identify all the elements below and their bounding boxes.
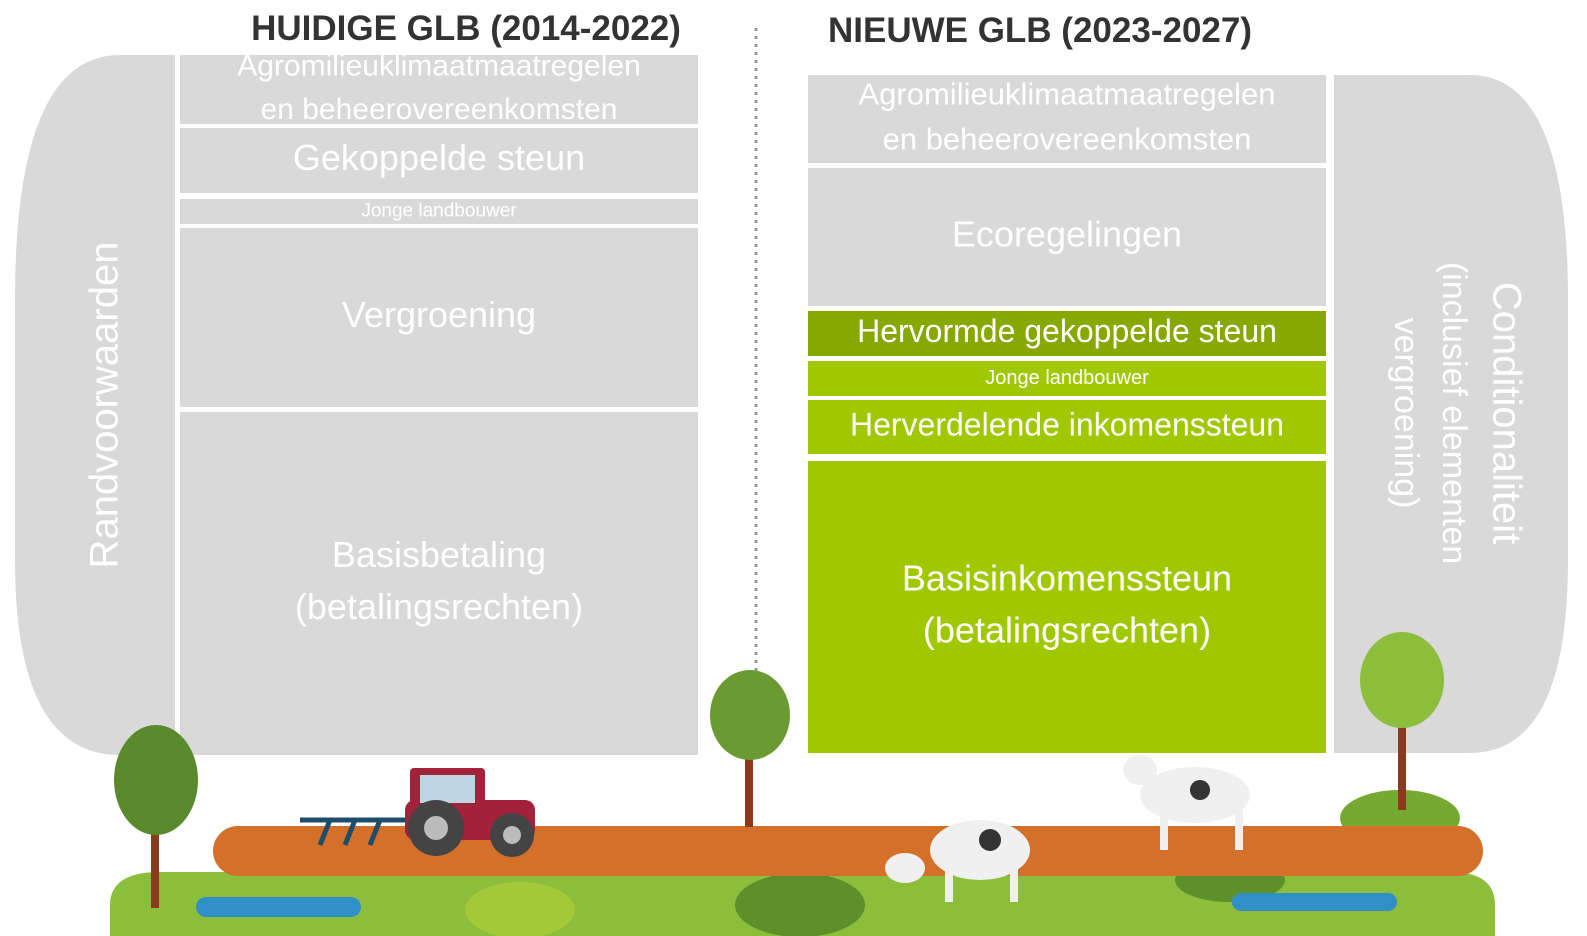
side-line: (inclusief elementen	[1435, 262, 1473, 564]
block-label: en beheerovereenkomsten	[261, 93, 618, 126]
block	[180, 412, 698, 755]
block-label: (betalingsrechten)	[923, 610, 1211, 651]
left-side-label: Randvoorwaarden	[83, 242, 127, 569]
side-line: Conditionaliteit	[1484, 282, 1528, 544]
diagram: HUIDIGE GLB (2014-2022) NIEUWE GLB (2023…	[0, 0, 1587, 936]
blocks: Agromilieuklimaatmaatregelen en beheerove…	[180, 50, 1326, 755]
side-line: vergroening)	[1387, 318, 1425, 509]
block-label: (betalingsrechten)	[295, 586, 583, 627]
block-label: Jonge landbouwer	[361, 201, 517, 222]
block-label: Agromilieuklimaatmaatregelen	[237, 50, 641, 83]
block-label: Agromilieuklimaatmaatregelen	[859, 77, 1276, 112]
block-label: Herverdelende inkomenssteun	[850, 406, 1284, 442]
block-label: Vergroening	[342, 294, 536, 335]
left-title: HUIDIGE GLB (2014-2022)	[251, 9, 681, 48]
block-label: Basisinkomenssteun	[902, 557, 1232, 598]
block-label: en beheerovereenkomsten	[883, 122, 1252, 157]
block-label: Jonge landbouwer	[985, 367, 1149, 389]
block-label: Gekoppelde steun	[293, 137, 585, 178]
block-label: Ecoregelingen	[952, 214, 1182, 255]
block-label: Hervormde gekoppelde steun	[857, 313, 1277, 349]
block	[808, 461, 1326, 753]
block-label: Basisbetaling	[332, 534, 546, 575]
right-title: NIEUWE GLB (2023-2027)	[828, 11, 1252, 50]
